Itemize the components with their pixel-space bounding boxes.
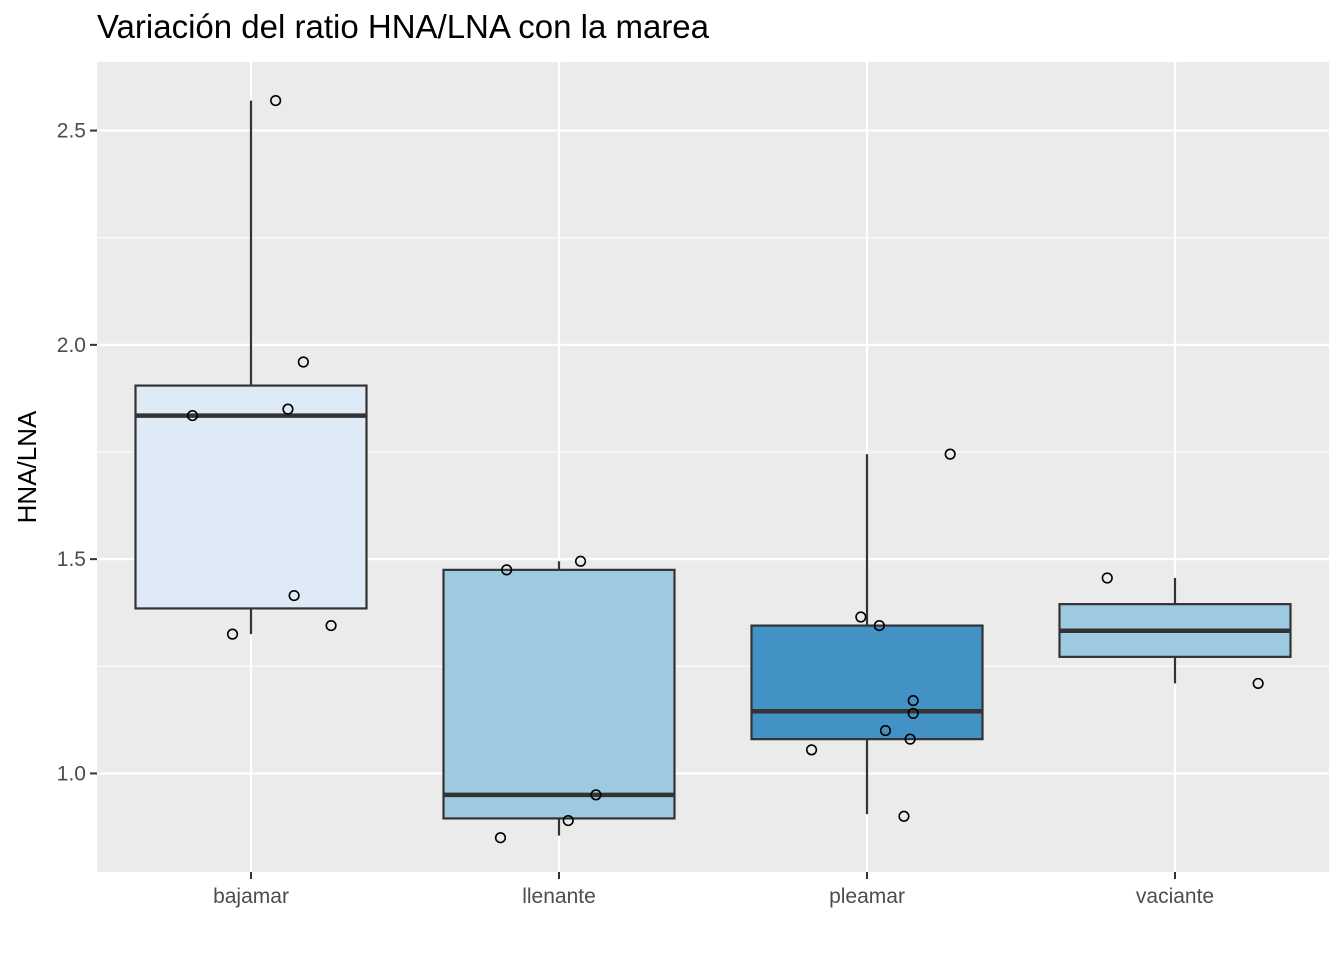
boxplots [134,100,1292,836]
data-point [501,564,513,576]
data-point [186,409,199,422]
box-iqr [750,624,984,741]
x-axis: bajamar llenante pleamar vaciante [213,872,1214,908]
data-point [907,694,919,707]
boxplot-bajamar [134,100,368,635]
data-point [944,448,956,460]
x-tick-label: vaciante [1136,885,1214,908]
data-point [574,555,587,567]
data-point [282,403,294,415]
data-point [904,733,916,745]
data-point [270,94,282,107]
y-axis-label: HNA/LNA [12,410,42,523]
data-point [562,814,574,827]
y-tick-label: 2.5 [57,120,86,143]
data-point [494,832,507,844]
boxplot-pleamar [750,454,984,815]
box-iqr [442,568,676,820]
data-point [590,789,602,801]
data-point [325,619,337,632]
y-tick-label: 1.5 [57,548,86,571]
chart-title: Variación del ratio HNA/LNA con la marea [97,8,710,45]
data-point [288,589,300,602]
x-tick-label: bajamar [213,885,289,908]
data-point [873,619,885,632]
data-point [1252,677,1264,690]
box-iqr [134,384,368,610]
data-point [898,810,910,822]
data-point [1101,572,1113,584]
y-tick-label: 2.0 [57,334,86,357]
data-point [226,628,239,640]
data-point [855,611,867,623]
data-points [186,94,1264,844]
y-tick-label: 1.0 [57,762,86,785]
x-tick-label: llenante [522,885,596,908]
data-point [297,356,309,368]
boxplot-vaciante [1058,578,1292,684]
x-tick-label: pleamar [829,885,905,908]
data-point [879,724,892,737]
data-point [907,707,919,720]
data-point [805,744,818,756]
y-axis: 1.0 1.5 2.0 2.5 [57,120,97,785]
boxplot-llenante [442,561,676,836]
